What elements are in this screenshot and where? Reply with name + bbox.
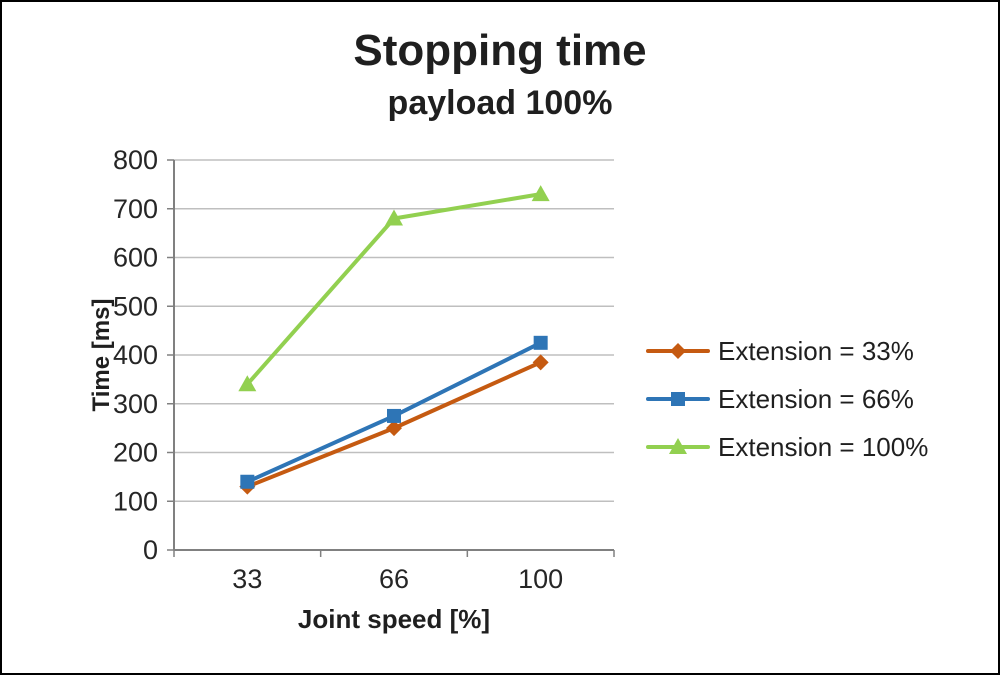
y-tick-label: 600 (113, 243, 158, 273)
legend-label: Extension = 33% (718, 335, 914, 366)
legend-marker-icon (671, 392, 685, 406)
legend: Extension = 33% Extension = 66% Extensio… (646, 336, 928, 462)
data-point-marker (240, 474, 255, 489)
legend-item-extension-33: Extension = 33% (646, 336, 928, 366)
x-tick-label: 100 (518, 564, 563, 594)
legend-line-marker-icon (646, 343, 710, 359)
data-point-marker (533, 335, 548, 350)
chart-title: Stopping time (353, 26, 647, 75)
data-point-marker (386, 420, 402, 437)
y-tick-label: 200 (113, 438, 158, 468)
y-tick-label: 300 (113, 389, 158, 419)
y-axis-title: Time [ms] (88, 298, 115, 412)
y-tick-label: 700 (113, 194, 158, 224)
y-tick-label: 500 (113, 291, 158, 321)
data-point-marker (532, 354, 549, 371)
data-point-marker (385, 209, 403, 226)
y-tick-label: 800 (113, 145, 158, 175)
data-point-marker (238, 375, 257, 392)
data-point-marker (387, 408, 401, 423)
legend-label: Extension = 66% (718, 383, 914, 414)
legend-label: Extension = 100% (718, 431, 929, 462)
x-tick-label: 33 (232, 564, 262, 594)
legend-marker-icon (670, 343, 686, 359)
y-tick-label: 0 (143, 535, 158, 565)
x-tick-label: 66 (379, 564, 409, 594)
legend-item-extension-100: Extension = 100% (646, 432, 928, 462)
legend-item-extension-66: Extension = 66% (646, 384, 928, 414)
chart-subtitle: payload 100% (387, 84, 613, 122)
legend-marker-icon (669, 438, 687, 454)
y-tick-label: 400 (113, 340, 158, 370)
legend-line-marker-icon (646, 392, 710, 406)
data-point-marker (531, 185, 550, 202)
y-tick-label: 100 (113, 486, 158, 516)
legend-line-marker-icon (646, 438, 710, 454)
x-axis-title: Joint speed [%] (297, 604, 491, 634)
